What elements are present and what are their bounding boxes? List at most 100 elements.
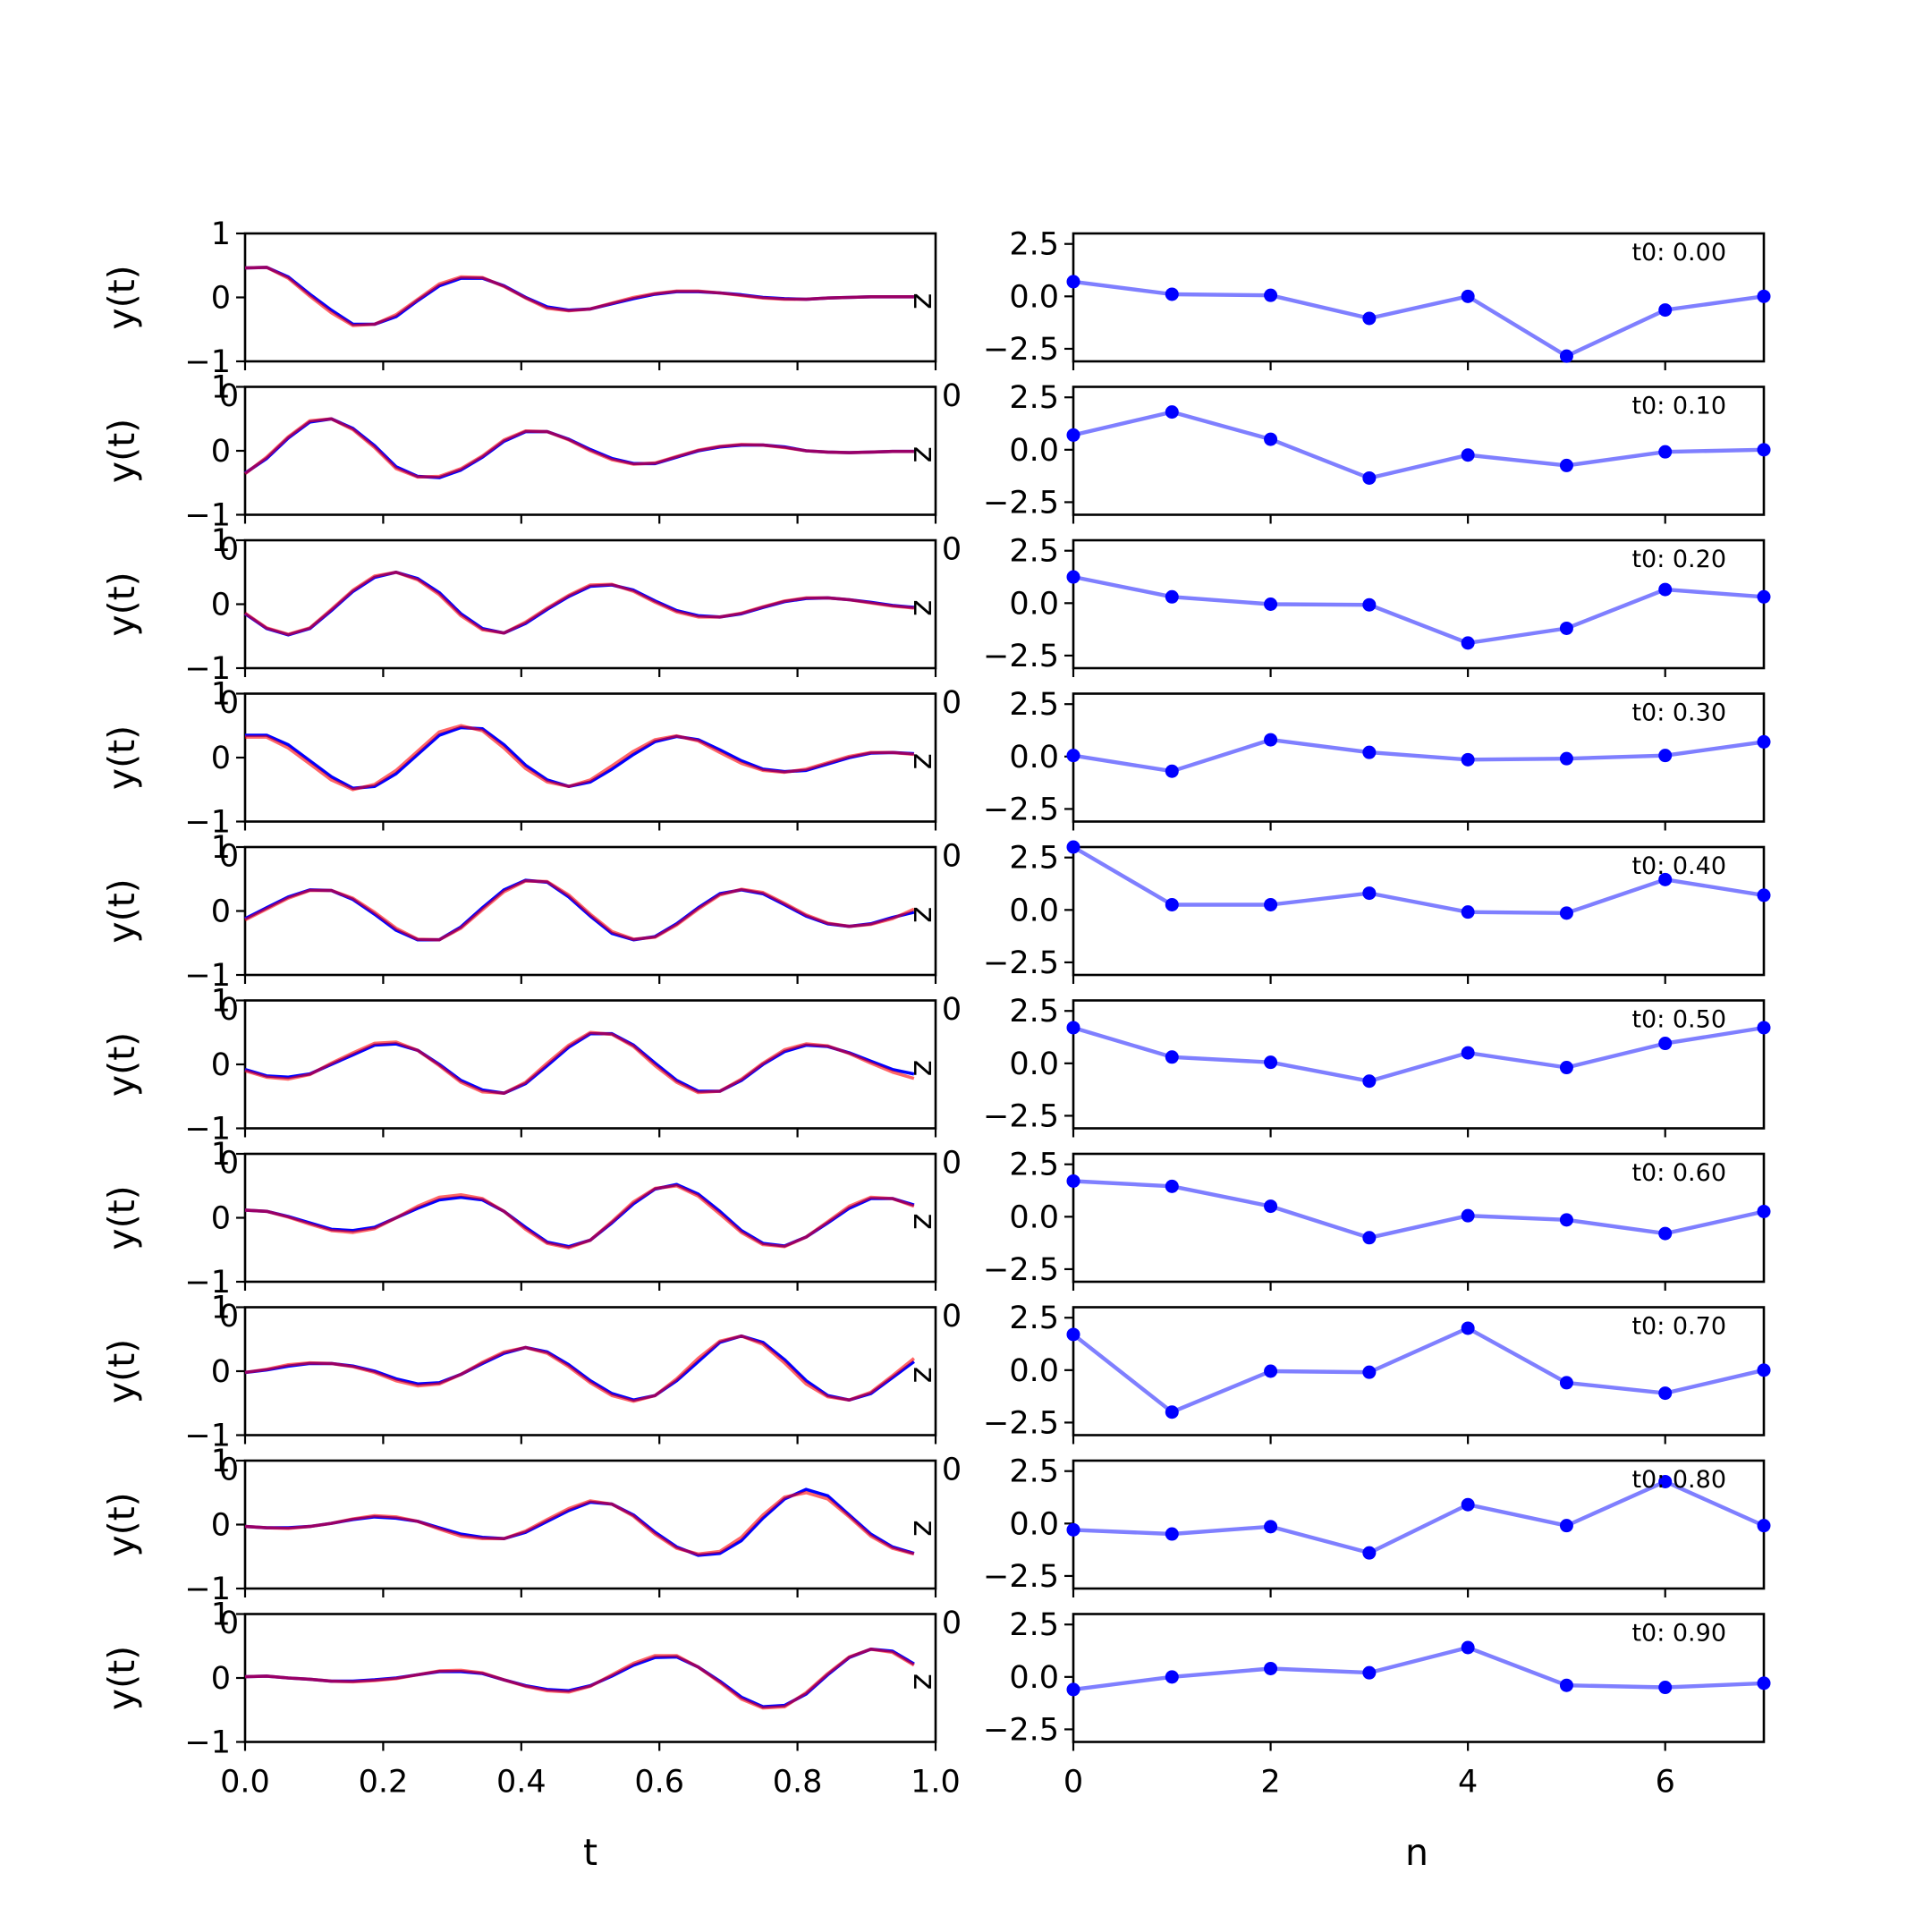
series-line — [1072, 1479, 1765, 1555]
data-point — [1757, 443, 1771, 457]
left-ytick-label: 0 — [211, 1047, 231, 1083]
data-point — [1461, 1640, 1475, 1655]
left-panel-frame — [243, 692, 937, 823]
left-xtick-label: 0.2 — [359, 1765, 409, 1801]
left-ytick-label: 0 — [211, 1508, 231, 1544]
right-ytick-label: 0.0 — [1009, 1353, 1059, 1389]
t0-annotation: t0: 0.00 — [1631, 239, 1726, 267]
stray-z-label: z — [906, 599, 942, 615]
right-xtick-label: 6 — [1656, 1765, 1675, 1801]
right-ytick-label: 0.0 — [1009, 1199, 1059, 1235]
y-axis-label: y(t) — [100, 878, 143, 943]
data-point — [1264, 1199, 1278, 1214]
right-panel-1: −2.5 0.0 2.5 t0: 0.10 0 — [942, 380, 1771, 568]
series-line — [1072, 1326, 1765, 1414]
series-b-line — [243, 417, 914, 479]
series-a-line — [244, 266, 914, 326]
data-point — [1658, 582, 1673, 597]
right-ytick-label: 2.5 — [1009, 687, 1059, 723]
right-panel-frame — [1072, 999, 1766, 1130]
left-ytick-label: −1 — [184, 958, 231, 994]
data-point — [1362, 1074, 1377, 1089]
x-axis-label-n: n — [1405, 1831, 1428, 1874]
series-a-line — [244, 1334, 915, 1402]
data-point — [1559, 1678, 1573, 1692]
series-a-line — [244, 878, 915, 942]
data-point — [1461, 752, 1475, 767]
series-line — [1072, 1025, 1765, 1084]
right-panel-frame — [1072, 845, 1766, 977]
data-point — [1362, 311, 1377, 326]
data-point — [1658, 1474, 1673, 1488]
left-ytick-label: 1 — [211, 1597, 231, 1633]
left-ytick-label: 0 — [211, 1201, 231, 1237]
left-panel-frame — [243, 1613, 937, 1743]
right-ytick-label: 2.5 — [1009, 841, 1059, 877]
left-xtick-label: 1.0 — [911, 1765, 961, 1801]
right-xtick-label: 4 — [1458, 1765, 1478, 1801]
stray-zero-label: 0 — [219, 1299, 239, 1335]
series-line — [1072, 574, 1765, 646]
right-panel-8: −2.5 0.0 2.5 t0: 0.80 0 — [942, 1454, 1771, 1641]
data-point — [1165, 287, 1179, 301]
right-ytick-label: −2.5 — [983, 485, 1059, 521]
left-ytick-label: −1 — [184, 1572, 231, 1607]
right-panel-5: −2.5 0.0 2.5 t0: 0.50 0 — [942, 994, 1771, 1182]
left-ytick-label: 1 — [211, 830, 231, 866]
right-column-panels: −2.50.02.5 t0: 0.000−2.50.02.5 t0: 0.100−2… — [942, 227, 1771, 1801]
data-point — [1362, 1231, 1377, 1245]
data-point — [1757, 289, 1771, 303]
left-panel-frame — [243, 1459, 937, 1590]
stray-z-label: z — [906, 906, 942, 922]
data-point — [1066, 1522, 1080, 1537]
right-panel-3: −2.5 0.0 2.5 t0: 0.30 0 — [942, 687, 1771, 875]
data-point — [1559, 1519, 1573, 1533]
data-point — [1362, 886, 1377, 901]
data-point — [1066, 749, 1080, 763]
data-point — [1757, 734, 1771, 749]
stray-zero-label: 0 — [219, 1606, 239, 1641]
right-ytick-label: 2.5 — [1009, 380, 1059, 416]
stray-zero-label: 0 — [219, 685, 239, 721]
data-point — [1362, 1546, 1377, 1560]
right-ytick-label: 0.0 — [1009, 1046, 1059, 1082]
t0-annotation: t0: 0.60 — [1631, 1159, 1726, 1187]
left-ytick-label: −1 — [184, 1725, 231, 1761]
data-point — [1559, 1213, 1573, 1227]
left-ytick-label: 0 — [211, 1354, 231, 1390]
data-point — [1165, 1179, 1179, 1193]
left-xtick-label: 0.0 — [220, 1765, 270, 1801]
right-ytick-label: 0.0 — [1009, 1506, 1059, 1542]
series-a-line — [244, 1648, 915, 1708]
y-axis-label: y(t) — [100, 419, 143, 483]
data-point — [1066, 840, 1080, 854]
stray-z-label: z — [906, 753, 942, 769]
left-xtick-label: 0.4 — [496, 1765, 547, 1801]
left-ytick-label: 1 — [211, 216, 231, 252]
data-point — [1165, 1050, 1179, 1064]
left-ytick-label: 1 — [211, 370, 231, 406]
right-ytick-label: −2.5 — [983, 945, 1059, 981]
data-point — [1658, 872, 1673, 886]
left-panel-frame — [243, 1306, 937, 1436]
data-point — [1165, 1527, 1179, 1541]
data-point — [1165, 897, 1179, 911]
data-point — [1066, 1021, 1080, 1035]
t0-annotation: t0: 0.30 — [1631, 699, 1726, 727]
left-ytick-label: −1 — [184, 1112, 231, 1148]
y-axis-label: y(t) — [100, 1339, 143, 1403]
series-a-line — [244, 1031, 915, 1095]
stray-zero-label: 0 — [942, 1146, 962, 1182]
series-b-line — [244, 1030, 915, 1095]
series-a-line — [244, 1487, 915, 1557]
right-xtick-label: 0 — [1063, 1765, 1083, 1801]
data-point — [1461, 1321, 1475, 1335]
data-point — [1362, 470, 1377, 485]
